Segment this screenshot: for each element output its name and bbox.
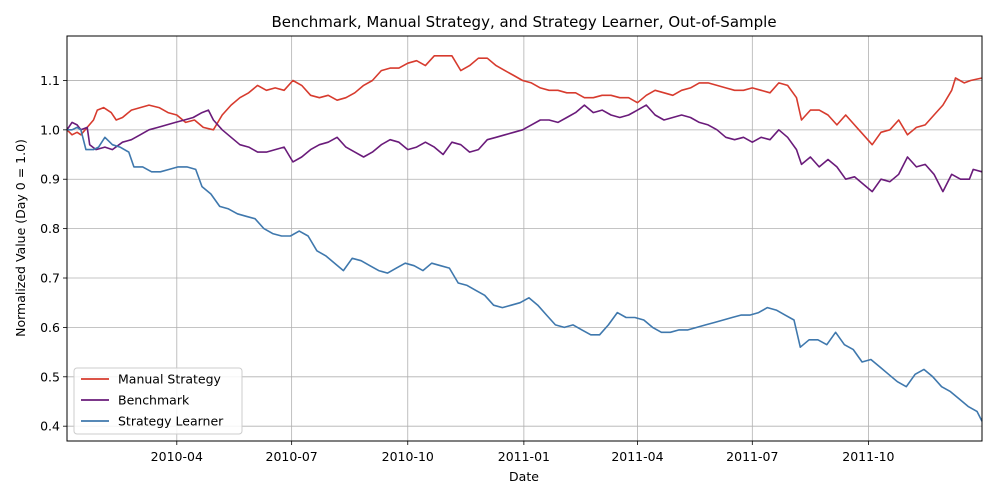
- y-tick-label: 0.6: [40, 320, 60, 335]
- x-tick-label: 2010-07: [266, 449, 318, 464]
- y-tick-label: 0.9: [40, 172, 60, 187]
- legend-label-manual-strategy: Manual Strategy: [118, 372, 222, 387]
- y-tick-label: 0.4: [40, 419, 60, 434]
- series-line-strategy-learner: [67, 126, 983, 422]
- axis-ticks: 2010-04 2010-07 2010-10 2011-01 2011-04 2011-…: [40, 73, 894, 464]
- x-axis-title: Date: [509, 469, 539, 484]
- x-tick-label: 2011-04: [611, 449, 663, 464]
- chart-title: Benchmark, Manual Strategy, and Strategy…: [271, 13, 776, 31]
- x-tick-label: 2011-10: [842, 449, 894, 464]
- series-line-manual-strategy: [66, 54, 983, 146]
- legend-label-benchmark: Benchmark: [118, 393, 190, 408]
- y-tick-label: 1.1: [40, 73, 60, 88]
- x-tick-label: 2010-10: [382, 449, 434, 464]
- x-tick-label: 2011-07: [726, 449, 778, 464]
- legend-box: [73, 367, 243, 435]
- y-tick-label: 0.7: [40, 271, 60, 286]
- y-tick-label: 0.5: [40, 369, 60, 384]
- y-tick-label: 0.8: [40, 221, 60, 236]
- series-line-benchmark: [66, 104, 983, 193]
- legend: Manual Strategy Benchmark Strategy Learner: [73, 367, 243, 435]
- x-tick-label: 2010-04: [151, 449, 203, 464]
- y-axis-title: Normalized Value (Day 0 = 1.0): [13, 139, 28, 337]
- plot-frame: [66, 35, 983, 442]
- series-lines: [66, 54, 983, 422]
- legend-label-strategy-learner: Strategy Learner: [118, 414, 224, 429]
- x-tick-label: 2011-01: [498, 449, 550, 464]
- y-tick-label: 1.0: [40, 122, 60, 137]
